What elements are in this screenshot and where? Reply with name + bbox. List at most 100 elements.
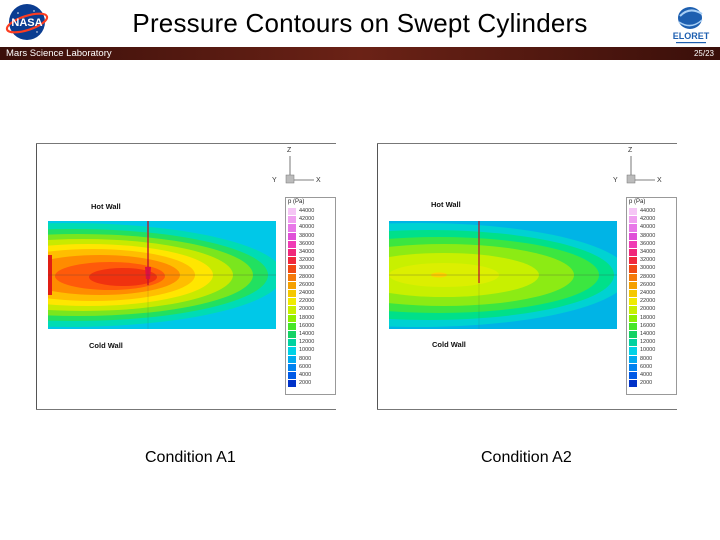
legend-entry: 18000 — [629, 314, 674, 322]
legend-entry: 8000 — [629, 355, 674, 363]
legend-entry: 34000 — [288, 249, 333, 257]
legend-value: 26000 — [299, 281, 315, 288]
legend-value: 6000 — [299, 363, 312, 370]
legend-title: p (Pa) — [288, 199, 305, 205]
legend-entry: 12000 — [288, 339, 333, 347]
legend-swatch — [288, 290, 296, 298]
legend-entry: 6000 — [288, 363, 333, 372]
legend-entry: 2000 — [288, 380, 333, 388]
legend-entry: 12000 — [629, 339, 674, 347]
pressure-legend: p (Pa) 44000 42000 40000 38000 36000 34000 320… — [285, 197, 336, 395]
legend-value: 10000 — [640, 347, 656, 354]
legend-value: 38000 — [640, 232, 656, 239]
legend-value: 44000 — [299, 208, 315, 214]
legend-swatch — [288, 372, 296, 380]
legend-swatch — [629, 314, 637, 322]
legend-entry: 22000 — [629, 298, 674, 306]
legend-value: 30000 — [640, 265, 656, 272]
caption-condition-a1: Condition A1 — [145, 449, 236, 466]
axis-x-label: X — [316, 177, 321, 184]
contour-panel-a2: Z Y X Hot Wall Cold Wall p (Pa) 44000 420… — [377, 143, 677, 410]
axis-triad-icon — [285, 156, 314, 184]
legend-swatch — [629, 257, 637, 265]
legend-swatch — [288, 208, 296, 216]
pressure-legend: p (Pa) 44000 42000 40000 38000 36000 34000 320… — [626, 197, 677, 395]
legend-swatch — [629, 331, 637, 339]
legend-entry: 4000 — [288, 372, 333, 380]
cold-wall-label: Cold Wall — [89, 341, 123, 350]
legend-swatch — [629, 249, 637, 257]
legend-entry: 38000 — [288, 232, 333, 240]
legend-entry: 26000 — [629, 281, 674, 290]
legend-value: 36000 — [299, 240, 315, 247]
legend-swatch — [288, 224, 296, 232]
panel-frame — [377, 143, 677, 144]
legend-swatch — [629, 265, 637, 273]
legend-swatch — [629, 306, 637, 314]
legend-swatch — [629, 290, 637, 298]
project-label: Mars Science Laboratory — [6, 48, 112, 59]
legend-value: 4000 — [640, 372, 653, 378]
legend-swatch — [288, 273, 296, 281]
legend-entry: 32000 — [288, 257, 333, 265]
legend-value: 30000 — [299, 265, 315, 272]
legend-swatch — [288, 322, 296, 331]
legend-entry: 6000 — [629, 363, 674, 372]
svg-text:ELORET: ELORET — [673, 31, 710, 41]
svg-text:NASA: NASA — [11, 17, 42, 29]
legend-entry: 34000 — [629, 249, 674, 257]
legend-entry: 10000 — [288, 347, 333, 355]
legend-swatch — [288, 281, 296, 290]
legend-swatch — [629, 281, 637, 290]
legend-entry: 30000 — [629, 265, 674, 273]
legend-value: 28000 — [299, 273, 315, 280]
legend-entry: 36000 — [288, 240, 333, 249]
legend-value: 42000 — [299, 216, 315, 223]
legend-swatch — [288, 314, 296, 322]
legend-entry: 30000 — [288, 265, 333, 273]
legend-swatch — [629, 355, 637, 363]
legend-swatch — [629, 363, 637, 372]
legend-value: 2000 — [299, 380, 312, 387]
axis-z-label: Z — [628, 147, 633, 154]
legend-entry: 44000 — [629, 208, 674, 216]
legend-entry: 42000 — [288, 216, 333, 224]
panel-frame — [377, 143, 378, 410]
legend-entry: 20000 — [629, 306, 674, 314]
legend-swatch — [629, 208, 637, 216]
eloret-logo: ELORET — [668, 2, 714, 46]
legend-value: 2000 — [640, 380, 653, 387]
legend-swatch — [288, 257, 296, 265]
legend-title: p (Pa) — [629, 199, 646, 205]
legend-value: 18000 — [640, 314, 656, 321]
legend-entry: 42000 — [629, 216, 674, 224]
legend-swatch — [629, 224, 637, 232]
legend-value: 12000 — [640, 339, 656, 346]
legend-value: 44000 — [640, 208, 656, 214]
legend-entry: 40000 — [629, 224, 674, 232]
legend-swatch — [629, 347, 637, 355]
panel-frame — [36, 143, 336, 144]
legend-swatch — [629, 322, 637, 331]
legend-entry: 8000 — [288, 355, 333, 363]
legend-entry: 2000 — [629, 380, 674, 388]
legend-value: 36000 — [640, 240, 656, 247]
legend-swatch — [629, 298, 637, 306]
axis-z-label: Z — [287, 147, 292, 154]
legend-swatch — [288, 306, 296, 314]
legend-value: 10000 — [299, 347, 315, 354]
legend-value: 16000 — [299, 322, 315, 329]
legend-entry: 14000 — [629, 331, 674, 339]
legend-value: 22000 — [299, 298, 315, 305]
panel-frame — [377, 409, 677, 410]
panel-frame — [36, 409, 336, 410]
legend-value: 18000 — [299, 314, 315, 321]
legend-entry: 36000 — [629, 240, 674, 249]
hot-wall-label: Hot Wall — [91, 202, 121, 211]
legend-value: 24000 — [640, 290, 656, 296]
caption-condition-a2: Condition A2 — [481, 449, 572, 466]
pressure-contour-plot — [389, 221, 617, 329]
legend-value: 38000 — [299, 232, 315, 239]
legend-entry: 20000 — [288, 306, 333, 314]
legend-swatch — [288, 216, 296, 224]
